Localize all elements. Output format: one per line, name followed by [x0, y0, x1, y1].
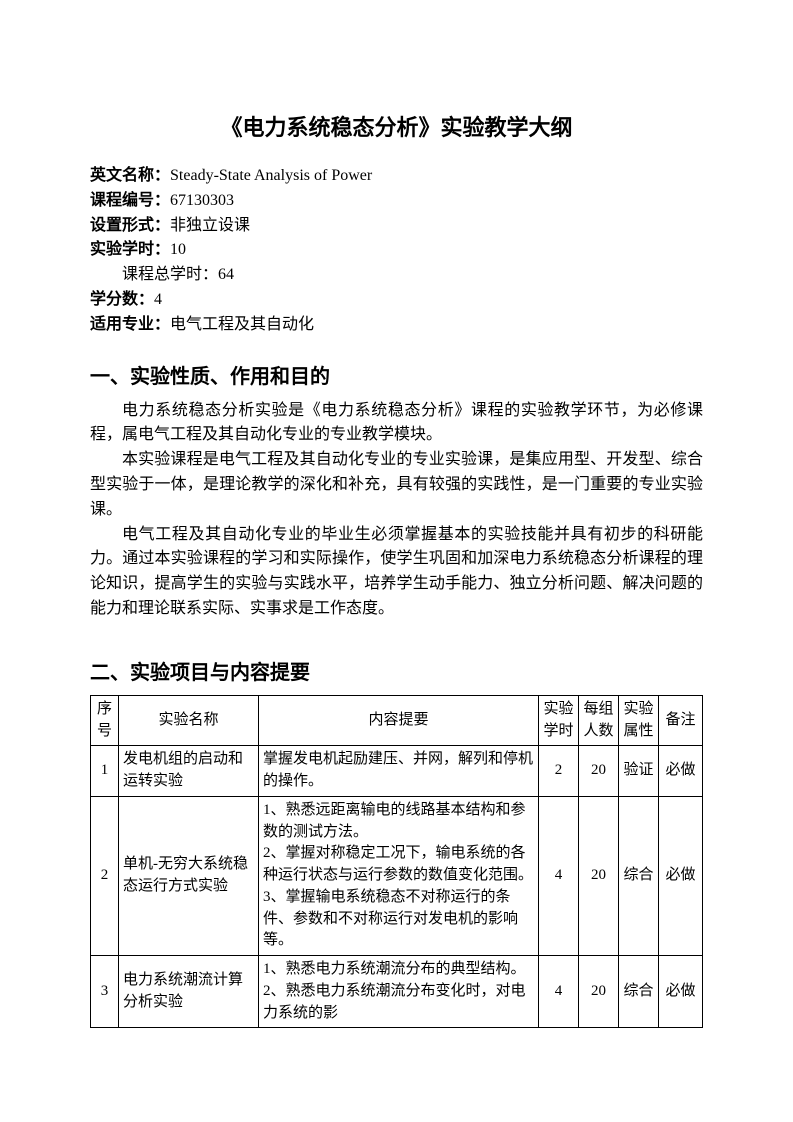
experiment-table: 序号 实验名称 内容提要 实验学时 每组人数 实验属性 备注 1 发电机组的启动…	[90, 695, 703, 1029]
cell-hours: 4	[539, 956, 579, 1028]
meta-credit-value: 4	[154, 291, 162, 308]
table-row: 2 单机-无穷大系统稳态运行方式实验 1、熟悉远距离输电的线路基本结构和参数的测…	[91, 796, 703, 955]
meta-english: 英文名称：Steady-State Analysis of Power	[90, 164, 703, 189]
cell-attr: 验证	[619, 746, 659, 797]
col-name: 实验名称	[119, 695, 259, 746]
table-body: 1 发电机组的启动和运转实验 掌握发电机起励建压、并网，解列和停机的操作。 2 …	[91, 746, 703, 1028]
meta-english-value: Steady-State Analysis of Power	[170, 167, 372, 184]
col-desc: 内容提要	[259, 695, 539, 746]
meta-major: 适用专业：电气工程及其自动化	[90, 313, 703, 338]
col-idx: 序号	[91, 695, 119, 746]
meta-english-label: 英文名称：	[90, 167, 170, 184]
col-hours: 实验学时	[539, 695, 579, 746]
meta-coursecode-value: 67130303	[170, 192, 234, 209]
meta-credit-label: 学分数：	[90, 291, 154, 308]
table-row: 1 发电机组的启动和运转实验 掌握发电机起励建压、并网，解列和停机的操作。 2 …	[91, 746, 703, 797]
cell-people: 20	[579, 956, 619, 1028]
cell-desc: 1、熟悉电力系统潮流分布的典型结构。 2、熟悉电力系统潮流分布变化时，对电力系统…	[259, 956, 539, 1028]
cell-desc: 掌握发电机起励建压、并网，解列和停机的操作。	[259, 746, 539, 797]
col-attr: 实验属性	[619, 695, 659, 746]
cell-attr: 综合	[619, 956, 659, 1028]
cell-note: 必做	[659, 796, 703, 955]
meta-major-label: 适用专业：	[90, 316, 170, 333]
meta-format: 设置形式：非独立设课	[90, 214, 703, 239]
cell-idx: 3	[91, 956, 119, 1028]
cell-idx: 2	[91, 796, 119, 955]
section1-p1: 电力系统稳态分析实验是《电力系统稳态分析》课程的实验教学环节，为必修课程，属电气…	[90, 399, 703, 449]
col-people: 每组人数	[579, 695, 619, 746]
meta-format-label: 设置形式：	[90, 217, 170, 234]
meta-coursecode-label: 课程编号：	[90, 192, 170, 209]
meta-block: 英文名称：Steady-State Analysis of Power 课程编号…	[90, 164, 703, 338]
meta-major-value: 电气工程及其自动化	[170, 316, 314, 333]
section2-heading: 二、实验项目与内容提要	[90, 656, 703, 685]
cell-people: 20	[579, 746, 619, 797]
cell-note: 必做	[659, 746, 703, 797]
cell-hours: 2	[539, 746, 579, 797]
section1-p2: 本实验课程是电气工程及其自动化专业的专业实验课，是集应用型、开发型、综合型实验于…	[90, 448, 703, 522]
meta-format-value: 非独立设课	[170, 217, 250, 234]
page: 《电力系统稳态分析》实验教学大纲 英文名称：Steady-State Analy…	[0, 0, 793, 1122]
cell-name: 发电机组的启动和运转实验	[119, 746, 259, 797]
col-note: 备注	[659, 695, 703, 746]
meta-credit: 学分数：4	[90, 288, 703, 313]
cell-people: 20	[579, 796, 619, 955]
cell-attr: 综合	[619, 796, 659, 955]
cell-desc: 1、熟悉远距离输电的线路基本结构和参数的测试方法。 2、掌握对称稳定工况下，输电…	[259, 796, 539, 955]
cell-name: 单机-无穷大系统稳态运行方式实验	[119, 796, 259, 955]
meta-labhours-label: 实验学时：	[90, 241, 170, 258]
meta-totalhours-label: 课程总学时：	[122, 266, 218, 283]
table-header-row: 序号 实验名称 内容提要 实验学时 每组人数 实验属性 备注	[91, 695, 703, 746]
meta-coursecode: 课程编号：67130303	[90, 189, 703, 214]
section1-heading: 一、实验性质、作用和目的	[90, 360, 703, 389]
document-title: 《电力系统稳态分析》实验教学大纲	[90, 110, 703, 142]
section1-p3: 电气工程及其自动化专业的毕业生必须掌握基本的实验技能并具有初步的科研能力。通过本…	[90, 523, 703, 622]
meta-totalhours: 课程总学时：64	[90, 263, 703, 288]
meta-labhours-value: 10	[170, 241, 186, 258]
table-row: 3 电力系统潮流计算分析实验 1、熟悉电力系统潮流分布的典型结构。 2、熟悉电力…	[91, 956, 703, 1028]
cell-idx: 1	[91, 746, 119, 797]
cell-note: 必做	[659, 956, 703, 1028]
cell-name: 电力系统潮流计算分析实验	[119, 956, 259, 1028]
meta-labhours: 实验学时：10	[90, 238, 703, 263]
cell-hours: 4	[539, 796, 579, 955]
meta-totalhours-value: 64	[218, 266, 234, 283]
